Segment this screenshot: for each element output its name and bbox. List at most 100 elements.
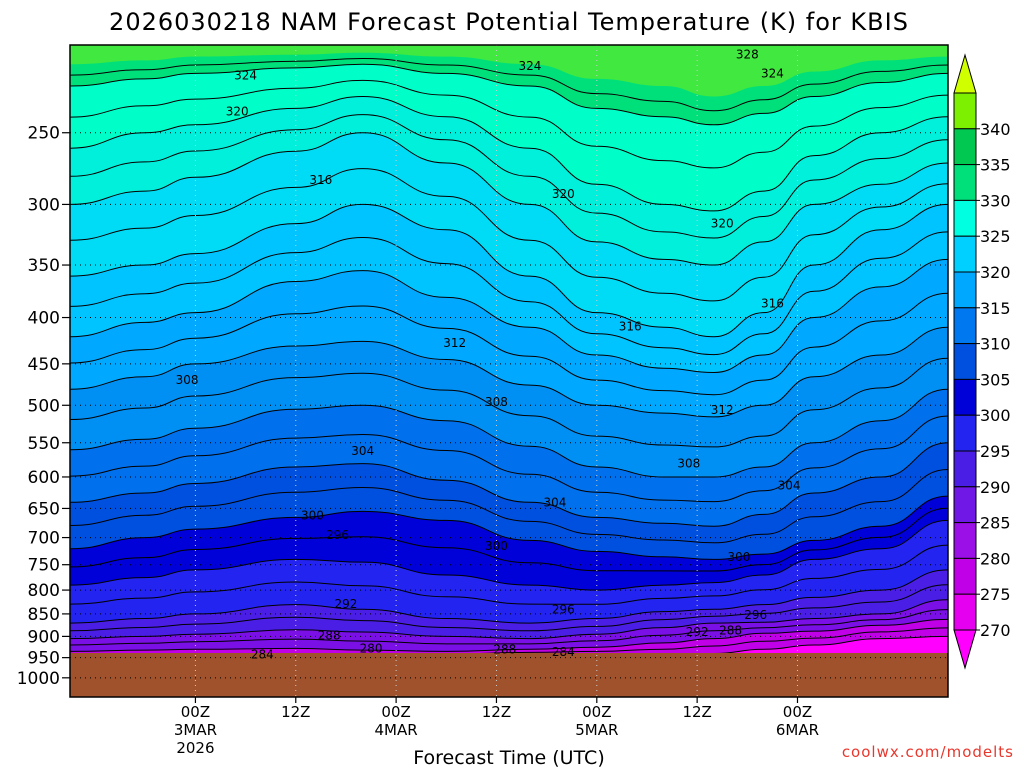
- x-tick-label: 00Z: [181, 703, 210, 721]
- contour-label: 300: [301, 509, 324, 523]
- contour-label: 324: [761, 66, 784, 80]
- colorbar-label: 285: [980, 514, 1011, 533]
- contour-label: 300: [485, 539, 508, 553]
- contour-line: [70, 569, 948, 624]
- y-tick-label: 1000: [17, 669, 60, 689]
- colorbar-label: 270: [980, 621, 1011, 640]
- contour-label-text: 288: [493, 643, 516, 657]
- contour-line: [70, 388, 948, 478]
- x-tick-sublabel: 6MAR: [776, 721, 819, 739]
- contour-label: 288: [719, 624, 742, 638]
- chart-title: 2026030218 NAM Forecast Potential Temper…: [109, 8, 909, 36]
- contour-label-text: 308: [176, 373, 199, 387]
- y-tick-label: 700: [28, 529, 60, 549]
- colorbar-swatch: [953, 593, 977, 631]
- contour-label-text: 324: [518, 59, 541, 73]
- contour-label-text: 328: [736, 48, 759, 62]
- contour-label-text: 304: [778, 478, 801, 492]
- contour-label: 304: [778, 478, 801, 492]
- contour-line: [70, 326, 948, 418]
- contour-label: 292: [334, 597, 357, 611]
- y-tick-label: 650: [28, 499, 60, 519]
- y-tick-label: 600: [28, 468, 60, 488]
- contour-line: [70, 63, 948, 126]
- contour-label-text: 304: [544, 495, 567, 509]
- contour-line: [70, 609, 948, 646]
- colorbar-label: 275: [980, 585, 1011, 604]
- contour-label-text: 296: [552, 602, 575, 616]
- colorbar-label: 290: [980, 478, 1011, 497]
- contour-label: 296: [744, 608, 767, 622]
- colorbar-label: 305: [980, 370, 1011, 389]
- contour-label: 292: [686, 625, 709, 639]
- contour-label: 284: [552, 645, 575, 659]
- contour-label: 304: [351, 444, 374, 458]
- contour-label-text: 320: [226, 105, 249, 119]
- y-tick-label: 250: [28, 124, 60, 144]
- contour-line: [70, 544, 948, 605]
- contour-line: [70, 584, 948, 632]
- contour-label-text: 300: [301, 509, 324, 523]
- contour-line: [70, 495, 948, 560]
- colorbar-label: 325: [980, 227, 1011, 246]
- x-tick-label: 12Z: [682, 703, 711, 721]
- contour-label: 328: [736, 48, 759, 62]
- contour-line: [70, 95, 948, 212]
- y-tick-label: 750: [28, 556, 60, 576]
- colorbar-label: 340: [980, 120, 1011, 139]
- contour-labels: 3283243243243203203203163163163123123083…: [176, 48, 801, 662]
- colorbar-label: 335: [980, 156, 1011, 175]
- contour-label: 312: [443, 336, 466, 350]
- contour-label: 300: [727, 550, 750, 564]
- contour-label-text: 324: [234, 68, 257, 82]
- contour-line: [70, 618, 948, 652]
- contour-label: 308: [677, 457, 700, 471]
- colorbar-swatch: [953, 199, 977, 237]
- colorbar-label: 320: [980, 263, 1011, 282]
- colorbar-swatch: [953, 522, 977, 559]
- contour-line: [70, 57, 948, 112]
- contour-label-text: 312: [711, 403, 734, 417]
- grid-lines: [70, 45, 948, 697]
- contour-line: [70, 168, 948, 302]
- contour-line: [70, 132, 948, 266]
- x-tick-label: 00Z: [783, 703, 812, 721]
- contour-line: [70, 442, 948, 527]
- y-tick-label: 500: [28, 396, 60, 416]
- y-tick-label: 350: [28, 256, 60, 276]
- y-tick-label: 550: [28, 434, 60, 454]
- contour-label: 280: [360, 641, 383, 655]
- colorbar-swatch: [953, 343, 977, 380]
- plot-frame: [69, 44, 949, 698]
- colorbar-label: 295: [980, 442, 1011, 461]
- colorbar-swatch: [953, 486, 977, 524]
- colorbar-swatch: [953, 450, 977, 488]
- contour-label-text: 300: [727, 550, 750, 564]
- colorbar-swatch: [953, 92, 977, 130]
- contour-line: [70, 469, 948, 544]
- contour-label: 284: [251, 648, 274, 662]
- y-tick-label: 800: [28, 581, 60, 601]
- x-tick-label: 12Z: [482, 703, 511, 721]
- contour-label-text: 304: [351, 444, 374, 458]
- x-tick-sublabel: 3MAR: [174, 721, 217, 739]
- contour-label: 316: [619, 319, 642, 333]
- contour-label-text: 288: [318, 629, 341, 643]
- contour-label: 296: [326, 528, 349, 542]
- contour-line: [70, 357, 948, 448]
- contour-label: 308: [485, 395, 508, 409]
- colorbar-swatch: [953, 235, 977, 273]
- contour-label-text: 300: [485, 539, 508, 553]
- colorbar-swatch: [953, 271, 977, 309]
- y-tick-label: 400: [28, 309, 60, 329]
- colorbar-label: 315: [980, 299, 1011, 318]
- x-tick-sublabel: 2026: [176, 739, 214, 757]
- contour-label: 312: [711, 403, 734, 417]
- contour-label: 316: [761, 297, 784, 311]
- y-axis: 2503003504004505005506006507007508008509…: [17, 124, 70, 689]
- contour-label-text: 320: [552, 187, 575, 201]
- contour-label-text: 288: [719, 624, 742, 638]
- colorbar-swatch: [953, 128, 977, 166]
- contour-line: [70, 231, 948, 356]
